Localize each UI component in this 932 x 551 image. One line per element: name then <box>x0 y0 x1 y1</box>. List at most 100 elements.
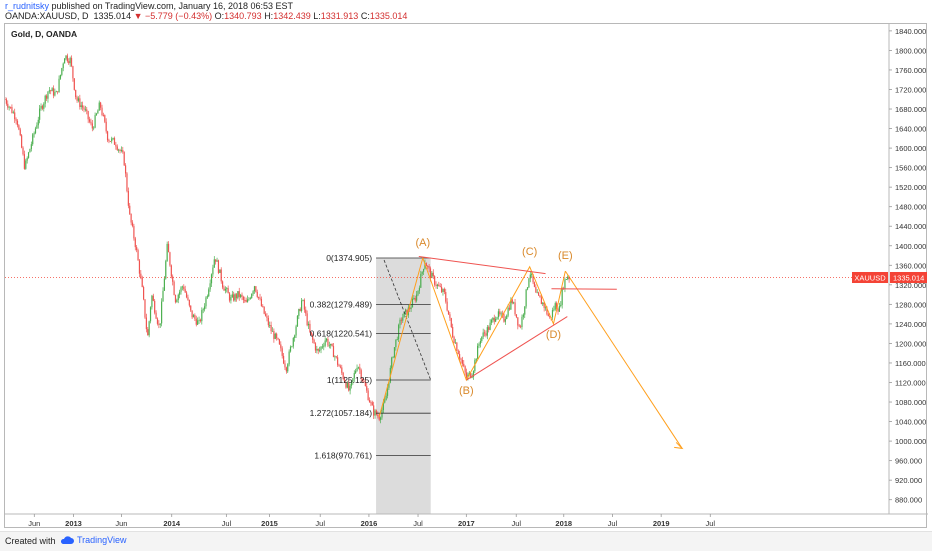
candle-body <box>229 293 230 300</box>
candle-body <box>366 386 367 390</box>
high-label: H: <box>264 11 273 21</box>
candle-body <box>171 265 172 276</box>
candle-body <box>149 321 150 335</box>
candle-body <box>233 294 234 300</box>
candle-body <box>247 299 248 302</box>
candle-body <box>219 269 220 272</box>
candle-body <box>294 335 295 338</box>
candle-body <box>290 347 291 352</box>
candle-body <box>137 250 138 260</box>
candle-body <box>440 286 441 287</box>
candle-body <box>124 152 125 165</box>
candle-body <box>494 318 495 322</box>
candle-body <box>15 119 16 121</box>
candle-body <box>300 309 301 311</box>
price-chart[interactable]: 0(1374.905)0.382(1279.489)0.618(1220.541… <box>5 24 928 529</box>
symbol-name: OANDA:XAUUSD, D <box>5 11 89 21</box>
publish-info: published on TradingView.com, January 16… <box>52 1 294 11</box>
candle-body <box>45 96 46 104</box>
candle-body <box>28 152 29 158</box>
candle-body <box>370 402 371 403</box>
candle-body <box>68 61 69 63</box>
candle-body <box>38 120 39 125</box>
candle-body <box>555 303 556 309</box>
candle-body <box>101 108 102 115</box>
candle-body <box>330 344 331 345</box>
candle-body <box>316 349 317 351</box>
candle-body <box>17 121 18 125</box>
candle-body <box>429 266 430 268</box>
candle-body <box>373 405 374 415</box>
price-tick-label: 1520.000 <box>895 183 926 192</box>
candle-body <box>146 318 147 330</box>
candle-body <box>358 367 359 368</box>
price-tick-label: 1560.000 <box>895 164 926 173</box>
chart-title: Gold, D, OANDA <box>11 29 77 39</box>
candle-body <box>553 310 554 311</box>
candle-body <box>230 297 231 300</box>
candle-body <box>13 112 14 113</box>
candle-body <box>498 311 499 317</box>
chart-frame[interactable]: 0(1374.905)0.382(1279.489)0.618(1220.541… <box>4 23 927 528</box>
candle-body <box>266 316 267 318</box>
candle-body <box>240 295 241 297</box>
candle-body <box>487 327 488 336</box>
candle-body <box>459 354 460 358</box>
time-tick-label: 2014 <box>163 519 181 528</box>
candle-body <box>420 274 421 288</box>
candle-body <box>305 310 306 314</box>
price-tick-label: 960.000 <box>895 457 922 466</box>
wave-label: (D) <box>546 329 561 341</box>
candle-body <box>372 402 373 405</box>
candle-body <box>329 345 330 346</box>
time-tick-label: 2017 <box>458 519 475 528</box>
candle-body <box>286 367 287 371</box>
candle-body <box>399 320 400 325</box>
candle-body <box>442 289 443 292</box>
candle-body <box>222 281 223 287</box>
candle-body <box>58 79 59 92</box>
candle-body <box>31 144 32 149</box>
candle-body <box>100 103 101 108</box>
candle-body <box>118 150 119 151</box>
candle-body <box>150 307 151 321</box>
candle-body <box>251 294 252 298</box>
candle-body <box>79 98 80 107</box>
candle-body <box>108 140 109 141</box>
candle-body <box>97 111 98 114</box>
candle-body <box>157 319 158 324</box>
candle-body <box>410 307 411 309</box>
candle-body <box>25 161 26 169</box>
candle-body <box>147 329 148 335</box>
candle-body <box>71 58 72 66</box>
author-link[interactable]: r_rudnitsky <box>5 1 49 11</box>
candle-body <box>83 107 84 109</box>
candle-body <box>460 358 461 360</box>
candle-body <box>537 292 538 293</box>
projection-arrow <box>565 271 682 448</box>
candle-body <box>173 282 174 295</box>
candle-body <box>394 347 395 357</box>
tradingview-brand[interactable]: TradingView <box>60 535 127 545</box>
candle-body <box>194 315 195 319</box>
candle-body <box>165 261 166 278</box>
candle-body <box>308 324 309 325</box>
candle-body <box>211 274 212 283</box>
candle-body <box>524 306 525 314</box>
candle-body <box>198 320 199 321</box>
close-value: 1335.014 <box>370 11 408 21</box>
candle-body <box>135 238 136 247</box>
candle-body <box>401 320 402 321</box>
candle-body <box>237 291 238 298</box>
candle-body <box>415 298 416 301</box>
candle-body <box>451 318 452 327</box>
candle-body <box>50 90 51 91</box>
candle-body <box>153 296 154 301</box>
candle-body <box>331 344 332 346</box>
candle-body <box>433 273 434 276</box>
candle-body <box>269 325 270 326</box>
candle-body <box>186 292 187 297</box>
candle-body <box>501 314 502 315</box>
candle-body <box>14 112 15 119</box>
candle-body <box>40 106 41 109</box>
